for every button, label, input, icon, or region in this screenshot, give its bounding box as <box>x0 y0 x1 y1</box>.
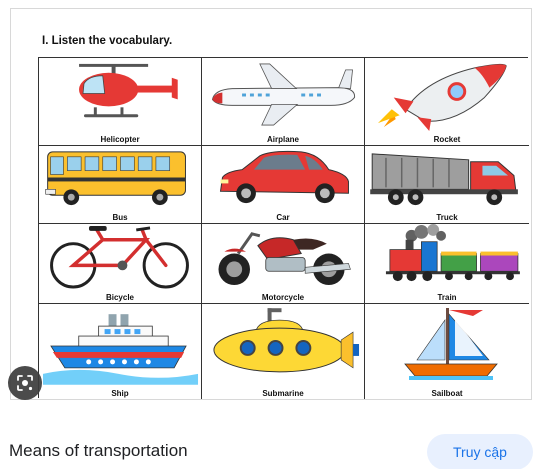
train-icon <box>385 224 520 282</box>
vocab-cell-airplane: Airplane <box>202 58 365 146</box>
vocabulary-grid: Helicopter Airplane <box>38 57 529 399</box>
vocab-cell-helicopter: Helicopter <box>39 58 202 146</box>
vocab-label: Submarine <box>262 389 304 398</box>
bicycle-icon <box>50 225 189 289</box>
bus-icon <box>45 151 186 206</box>
lens-icon <box>17 375 33 391</box>
vocab-cell-car: Car <box>202 146 365 224</box>
car-icon <box>219 150 349 204</box>
vocab-label: Car <box>276 213 290 222</box>
vocab-label: Bus <box>112 213 128 222</box>
vocab-label: Train <box>437 293 457 302</box>
sailboat-icon <box>404 308 498 380</box>
visit-button[interactable]: Truy cập <box>427 434 533 469</box>
vocab-cell-rocket: Rocket <box>365 58 529 146</box>
vocab-cell-train: Train <box>365 224 529 304</box>
vocab-cell-sailboat: Sailboat <box>365 304 529 399</box>
vocab-cell-submarine: Submarine <box>202 304 365 399</box>
helicopter-icon <box>79 63 178 118</box>
lens-search-button[interactable] <box>8 366 42 400</box>
vocab-label: Ship <box>111 389 129 398</box>
vocab-label: Motorcycle <box>261 293 305 302</box>
vocab-cell-bicycle: Bicycle <box>39 224 202 304</box>
vocab-cell-truck: Truck <box>365 146 529 224</box>
vocab-label: Helicopter <box>100 135 140 144</box>
vocab-label: Sailboat <box>431 389 463 398</box>
vocab-cell-ship: Ship <box>39 304 202 399</box>
motorcycle-icon <box>218 232 351 286</box>
vocab-cell-motorcycle: Motorcycle <box>202 224 365 304</box>
image-preview[interactable]: I. Listen the vocabulary. Helicopter <box>10 8 532 400</box>
submarine-icon <box>213 308 360 373</box>
vocab-label: Truck <box>436 213 458 222</box>
ship-icon <box>42 314 199 385</box>
result-title[interactable]: Means of transportation <box>9 441 188 460</box>
worksheet-title: I. Listen the vocabulary. <box>42 35 173 47</box>
truck-icon <box>370 153 518 206</box>
vocab-label: Airplane <box>266 135 299 144</box>
airplane-icon <box>211 63 356 126</box>
vocab-label: Bicycle <box>105 293 135 302</box>
vocab-cell-bus: Bus <box>39 146 202 224</box>
rocket-icon <box>377 63 507 131</box>
vocab-label: Rocket <box>433 135 461 144</box>
